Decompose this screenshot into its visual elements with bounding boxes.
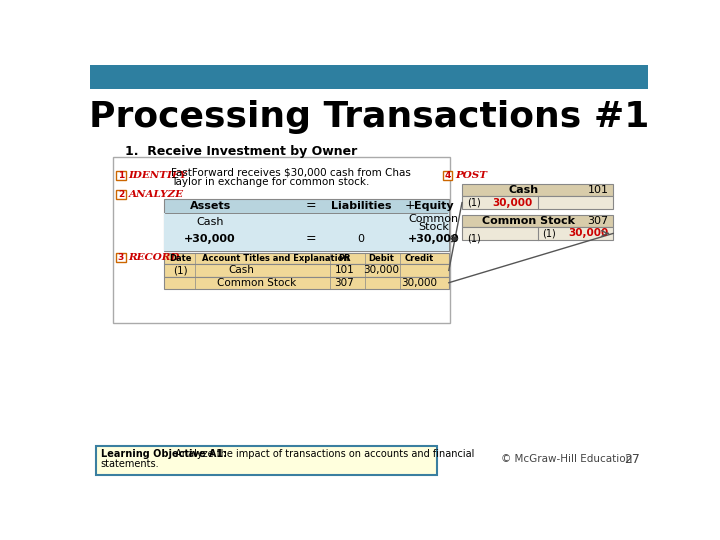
Text: Learning Objective A1:: Learning Objective A1: [101,449,227,460]
Text: ANALYZE: ANALYZE [129,190,184,199]
Bar [462,184,613,197]
Text: Taylor in exchange for common stock.: Taylor in exchange for common stock. [171,177,370,187]
Text: 3: 3 [118,253,124,262]
Text: Debit: Debit [369,254,395,264]
Text: 307: 307 [334,278,354,288]
Text: Cash: Cash [228,265,254,275]
Text: (1): (1) [467,198,480,207]
Bar [117,171,126,180]
Text: 30,000: 30,000 [364,265,400,275]
Bar [90,65,648,90]
Text: Common Stock: Common Stock [217,278,296,288]
Text: Date: Date [169,254,192,264]
Bar [163,264,449,276]
Text: +30,000: +30,000 [408,234,459,244]
Text: (1): (1) [467,234,481,244]
Text: Cash: Cash [197,217,224,227]
Text: 4: 4 [444,171,451,180]
Text: 30,000: 30,000 [568,228,608,239]
Text: 101: 101 [334,265,354,275]
Text: 27: 27 [624,453,640,465]
Text: Assets: Assets [189,201,230,211]
Text: 0: 0 [358,234,365,244]
Bar [113,157,451,323]
Bar [163,276,449,289]
Text: Common Stock: Common Stock [482,216,575,226]
Bar [117,253,126,262]
Text: Analyze the impact of transactions on accounts and financial: Analyze the impact of transactions on ac… [169,449,474,460]
Bar [443,171,452,180]
Text: Equity: Equity [413,201,453,211]
Bar [462,215,613,227]
Bar [163,253,449,264]
Text: 30,000: 30,000 [492,198,533,207]
Bar [117,190,126,199]
Text: FastForward receives $30,000 cash from Chas: FastForward receives $30,000 cash from C… [171,167,411,178]
Text: © McGraw-Hill Education: © McGraw-Hill Education [500,454,632,464]
Text: =: = [305,232,316,245]
Bar [163,199,449,251]
Text: 307: 307 [588,216,608,226]
Text: 30,000: 30,000 [401,278,437,288]
Text: PR: PR [338,254,351,264]
Text: Cash: Cash [508,185,539,195]
Text: Liabilities: Liabilities [331,201,392,211]
Text: 101: 101 [588,185,608,195]
Text: RECORD: RECORD [129,253,180,262]
Bar [163,213,449,251]
Text: statements.: statements. [101,460,159,469]
Text: Common: Common [408,214,459,224]
Text: +: + [405,199,415,212]
Text: POST: POST [455,171,487,180]
Text: +30,000: +30,000 [184,234,236,244]
Text: IDENTIFY: IDENTIFY [129,171,187,180]
Bar [462,197,613,209]
Text: (1): (1) [174,265,188,275]
Text: Processing Transactions #1: Processing Transactions #1 [89,100,649,134]
Text: Credit: Credit [405,254,434,264]
Text: 2: 2 [118,190,124,199]
Text: 1: 1 [118,171,124,180]
Text: Stock: Stock [418,221,449,232]
Text: =: = [305,199,316,212]
Bar [462,227,613,240]
Text: Account Titles and Explanation: Account Titles and Explanation [202,254,350,264]
Text: (1): (1) [542,228,556,239]
Text: 1.  Receive Investment by Owner: 1. Receive Investment by Owner [125,145,357,158]
Bar [96,446,437,475]
